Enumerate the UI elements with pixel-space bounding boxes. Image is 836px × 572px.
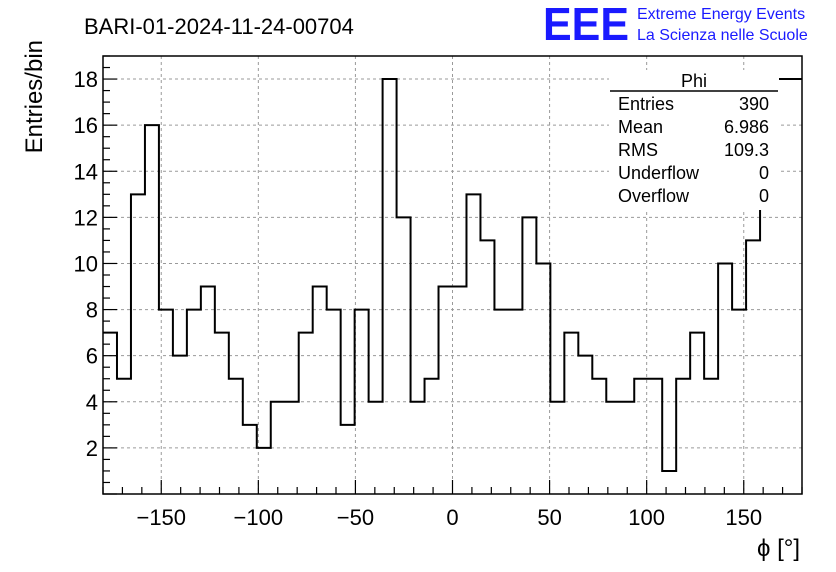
stats-title: Phi — [681, 71, 707, 91]
x-tick-label: 150 — [725, 505, 762, 530]
y-axis-title: Entries/bin — [21, 40, 48, 153]
histogram-layer — [103, 78, 802, 472]
stats-row-label: Overflow — [618, 186, 690, 206]
axes: −150 −100 −50 0 50 100 150 2 4 6 8 10 12 14 16 18 — [74, 55, 803, 530]
stats-row-value: 109.3 — [724, 140, 769, 160]
y-tick-label: 4 — [86, 390, 98, 415]
y-tick-label: 14 — [74, 159, 98, 184]
y-tick-label: 18 — [74, 67, 98, 92]
y-tick-label: 8 — [86, 298, 98, 323]
brand-line-1: Extreme Energy Events — [637, 6, 805, 23]
x-tick-label: 0 — [446, 505, 458, 530]
x-tick-label: 50 — [537, 505, 561, 530]
stats-row-value: 0 — [759, 163, 769, 183]
stats-row-value: 0 — [759, 186, 769, 206]
stats-box-background — [609, 70, 779, 210]
stats-row-value: 390 — [739, 94, 769, 114]
stats-row-label: Entries — [618, 94, 674, 114]
eee-logo-text: EEE — [543, 0, 629, 50]
plot-frame — [102, 55, 803, 495]
y-tick-label: 10 — [74, 251, 98, 276]
stats-row-label: Mean — [618, 117, 663, 137]
x-tick-label: −100 — [234, 505, 284, 530]
brand-line-2: La Scienza nelle Scuole — [637, 27, 808, 44]
stats-box: Phi Entries 390 Mean 6.986 RMS 109.3 Underflow… — [609, 70, 779, 210]
x-tick-label: −50 — [337, 505, 374, 530]
chart-title: BARI-01-2024-11-24-00704 — [84, 14, 354, 39]
histogram-outline — [103, 78, 802, 472]
x-tick-label: −150 — [136, 505, 186, 530]
brand-logo: EEE Extreme Energy Events La Scienza nel… — [543, 0, 808, 50]
x-tick-label: 100 — [628, 505, 665, 530]
stats-row-label: RMS — [618, 140, 658, 160]
stats-row-label: Underflow — [618, 163, 700, 183]
y-tick-label: 6 — [86, 344, 98, 369]
y-tick-label: 16 — [74, 113, 98, 138]
stats-row-value: 6.986 — [724, 117, 769, 137]
x-axis-title: ϕ [°] — [757, 535, 800, 562]
y-tick-label: 2 — [86, 436, 98, 461]
y-tick-label: 12 — [74, 205, 98, 230]
stats-rows: Entries 390 Mean 6.986 RMS 109.3 Underflow 0 Ove… — [618, 94, 769, 206]
